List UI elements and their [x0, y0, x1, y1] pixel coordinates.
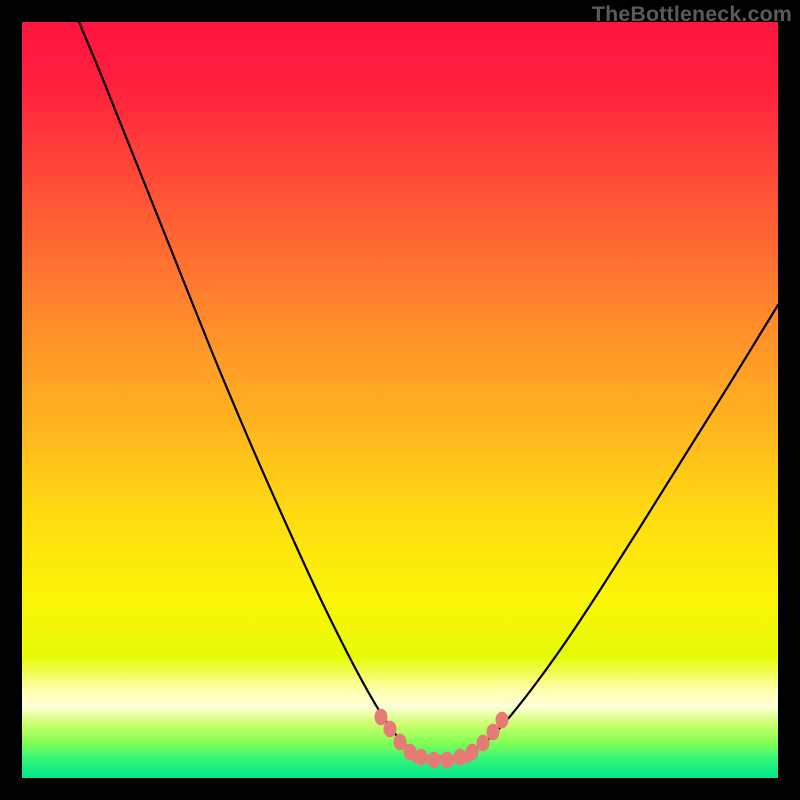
bottleneck-curve	[79, 22, 778, 760]
valley-marks	[375, 709, 508, 768]
attribution-text: TheBottleneck.com	[592, 2, 792, 27]
plot-layer	[22, 22, 778, 778]
figure-frame: TheBottleneck.com	[0, 0, 800, 800]
